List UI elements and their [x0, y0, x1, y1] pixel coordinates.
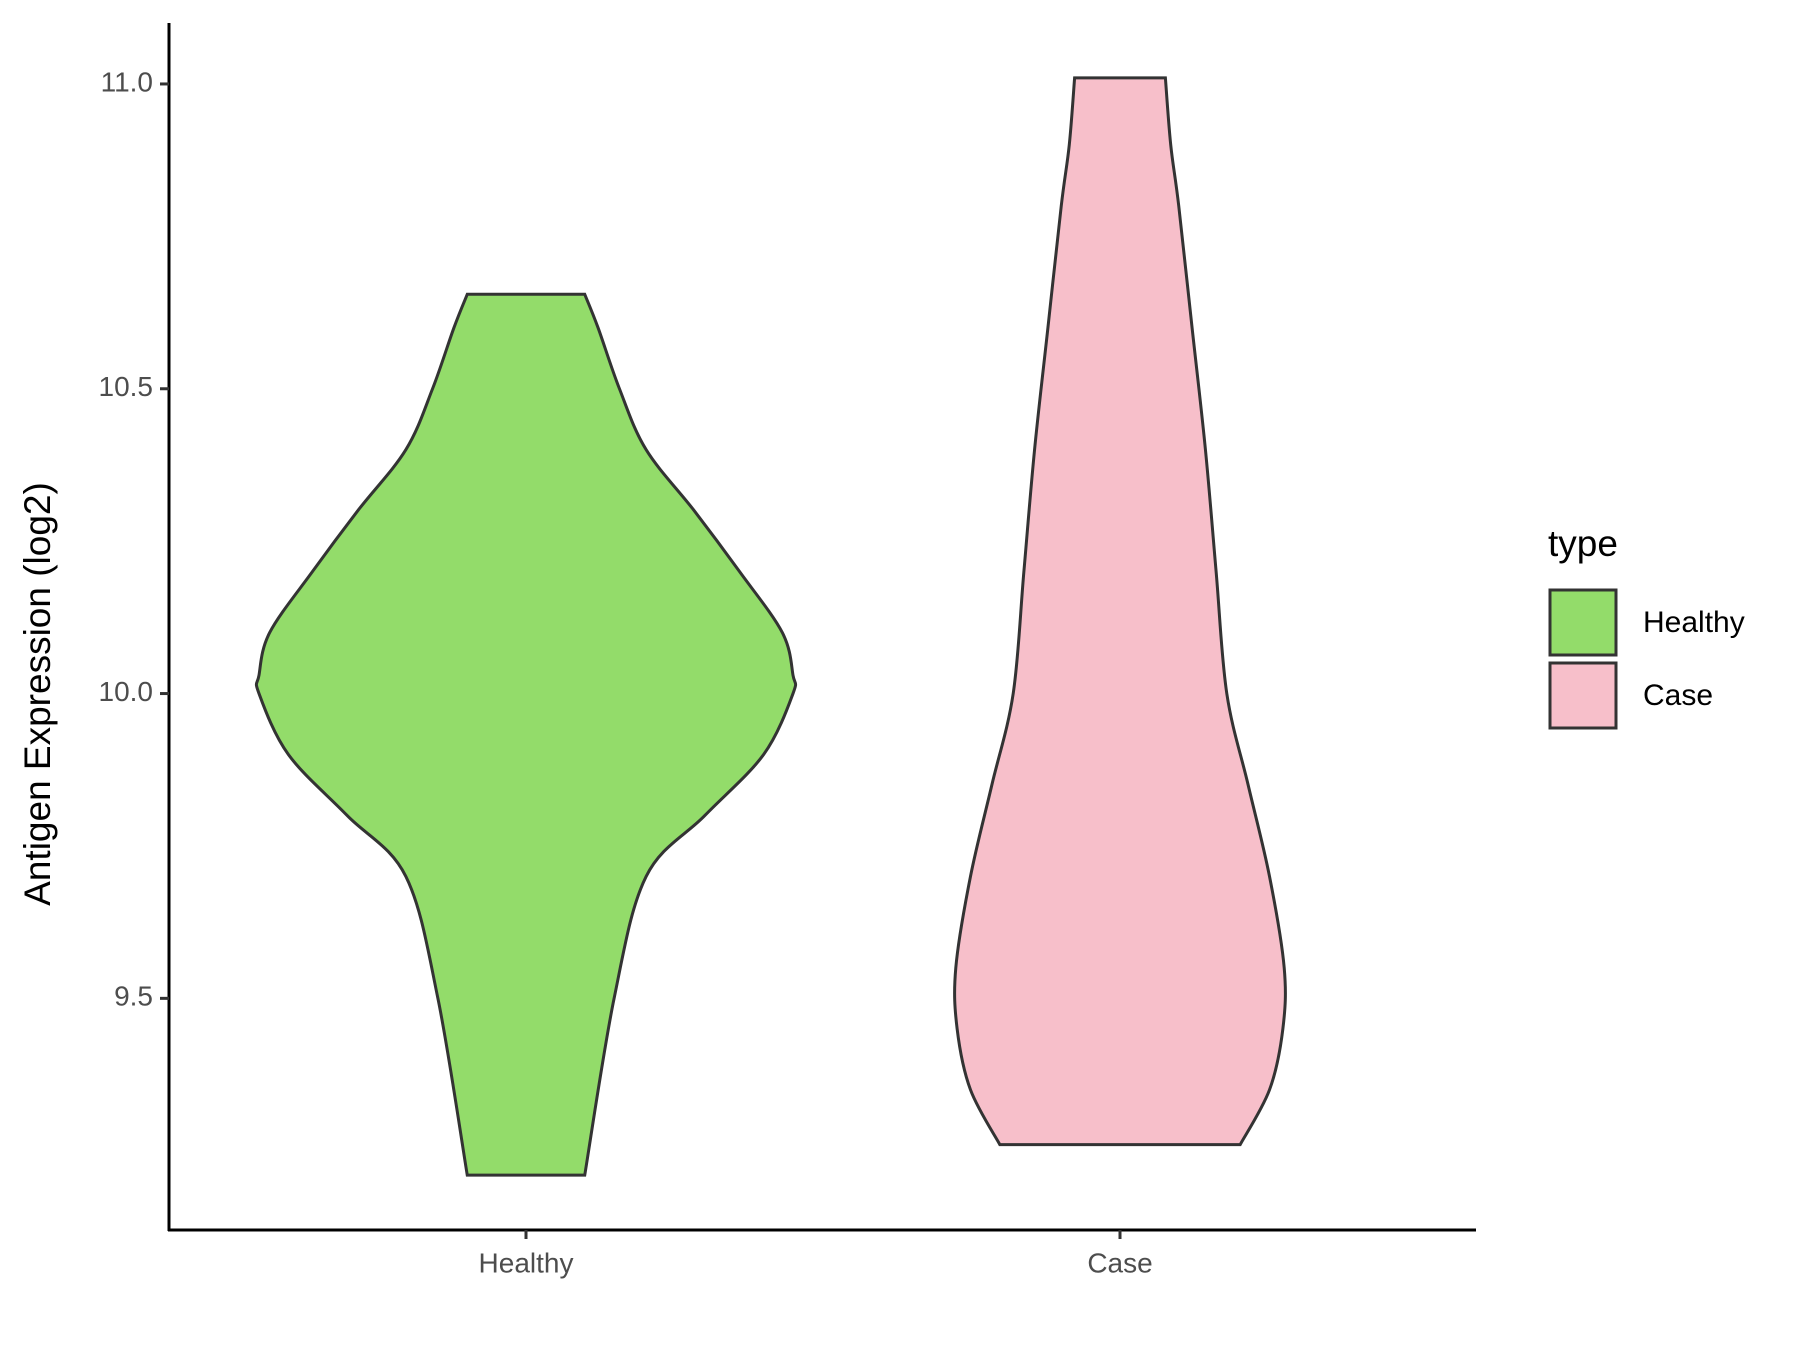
legend-title: type — [1548, 523, 1618, 564]
legend-key — [1548, 661, 1618, 730]
x-tick-label: Healthy — [479, 1247, 574, 1278]
legend-key — [1548, 588, 1618, 657]
y-axis-title: Antigen Expression (log2) — [17, 482, 58, 906]
y-tick-label: 10.0 — [99, 676, 154, 707]
violin — [254, 292, 798, 1177]
violin — [953, 76, 1287, 1147]
y-tick-label: 11.0 — [101, 66, 153, 97]
legend-label: Case — [1643, 679, 1713, 712]
y-tick-label: 9.5 — [114, 981, 153, 1012]
x-tick-label: Case — [1087, 1247, 1152, 1278]
y-tick-label: 10.5 — [99, 371, 154, 402]
legend-label: Healthy — [1643, 606, 1745, 639]
